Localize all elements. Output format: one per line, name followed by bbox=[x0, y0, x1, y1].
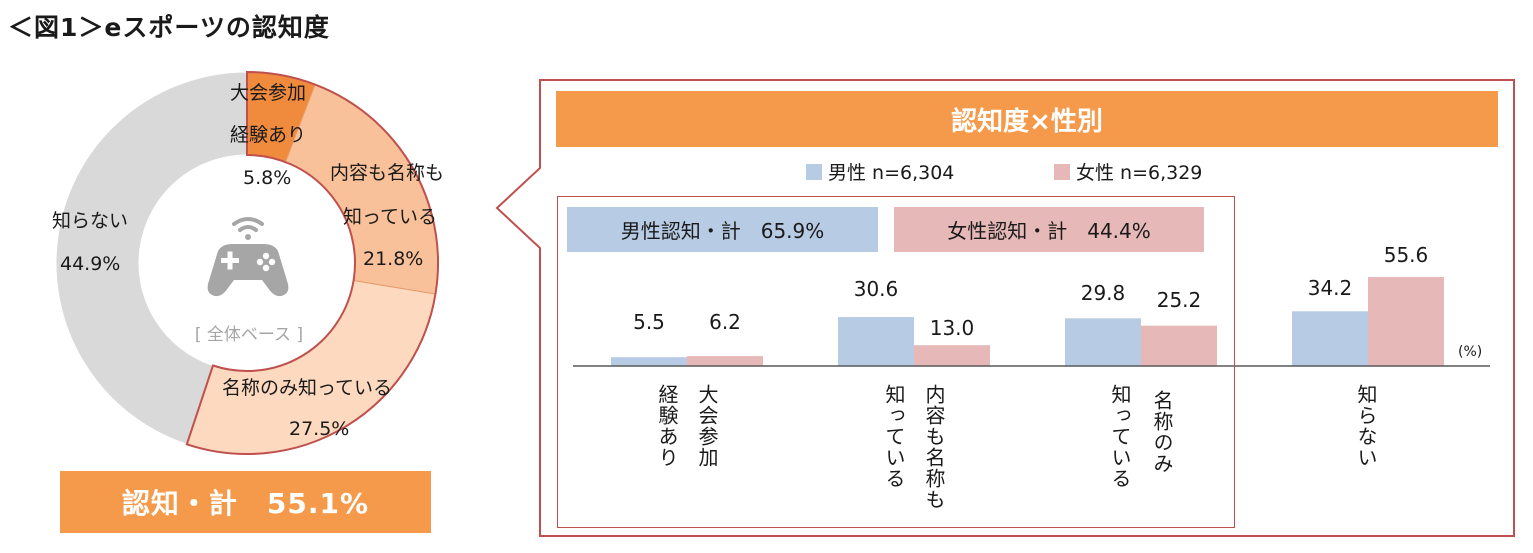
bar-chart bbox=[573, 277, 1490, 367]
seg2-label-line2: 知っている bbox=[343, 206, 438, 228]
bar-label-female-3: 55.6 bbox=[1383, 243, 1429, 267]
seg1-label-line2: 経験あり bbox=[230, 124, 307, 146]
cat1-line2: 知っている bbox=[882, 384, 906, 489]
bar-label-male-2: 29.8 bbox=[1080, 281, 1126, 305]
seg2-value: 21.8% bbox=[363, 248, 424, 270]
bar-male-1 bbox=[838, 317, 914, 366]
bar-male-3 bbox=[1292, 311, 1368, 366]
seg3-label-line1: 名称のみ知っている bbox=[222, 377, 393, 399]
bar-male-0 bbox=[611, 357, 687, 366]
callout-border bbox=[495, 79, 1515, 537]
bar-label-female-1: 13.0 bbox=[929, 316, 975, 340]
seg1-value: 5.8% bbox=[243, 167, 292, 189]
bar-female-1 bbox=[914, 345, 990, 366]
cat3-line1: 知らない bbox=[1354, 384, 1378, 468]
panel-header: 認知度×性別 bbox=[556, 91, 1498, 147]
donut-aware-outline bbox=[185, 70, 439, 455]
cat2-line2: 知っている bbox=[1108, 384, 1132, 489]
awareness-subset-box bbox=[557, 196, 1235, 528]
bar-label-male-0: 5.5 bbox=[633, 310, 665, 334]
gamepad-icon bbox=[207, 217, 289, 297]
male-total-box: 男性認知・計 65.9% bbox=[567, 207, 878, 252]
bar-label-male-3: 34.2 bbox=[1307, 276, 1353, 300]
seg3-value: 27.5% bbox=[289, 418, 350, 440]
cat2-line1: 名称のみ bbox=[1150, 390, 1174, 474]
seg4-value: 44.9% bbox=[60, 253, 121, 275]
bar-label-female-2: 25.2 bbox=[1156, 288, 1202, 312]
bar-label-male-1: 30.6 bbox=[853, 277, 899, 301]
donut-chart bbox=[55, 70, 439, 455]
donut-center-label: [ 全体ベース ] bbox=[194, 325, 304, 345]
bar-female-3 bbox=[1368, 277, 1444, 366]
bar-male-2 bbox=[1065, 318, 1141, 366]
legend-male: 男性 n=6,304 bbox=[806, 158, 954, 185]
seg1-label-line1: 大会参加 bbox=[230, 82, 307, 104]
female-total-box: 女性認知・計 44.4% bbox=[894, 207, 1204, 252]
legend-female-swatch bbox=[1054, 163, 1070, 180]
cat0-line2: 経験あり bbox=[655, 384, 679, 468]
cat0-line1: 大会参加 bbox=[695, 384, 719, 468]
bar-female-2 bbox=[1141, 325, 1217, 366]
total-awareness-box: 認知・計 55.1% bbox=[60, 471, 431, 533]
seg2-label-line1: 内容も名称も bbox=[330, 162, 445, 184]
legend-female: 女性 n=6,329 bbox=[1054, 158, 1202, 185]
legend-male-swatch bbox=[806, 163, 822, 180]
unit-label: (%) bbox=[1458, 344, 1483, 360]
bar-female-0 bbox=[687, 356, 763, 366]
page-title: ＜図1＞eスポーツの認知度 bbox=[8, 13, 330, 42]
bar-label-female-0: 6.2 bbox=[709, 310, 741, 334]
legend-male-label: 男性 n=6,304 bbox=[828, 162, 955, 184]
cat1-line1: 内容も名称も bbox=[922, 384, 946, 510]
seg4-label-line1: 知らない bbox=[52, 210, 129, 232]
donut-segment-3 bbox=[55, 71, 248, 445]
legend-female-label: 女性 n=6,329 bbox=[1076, 162, 1203, 184]
